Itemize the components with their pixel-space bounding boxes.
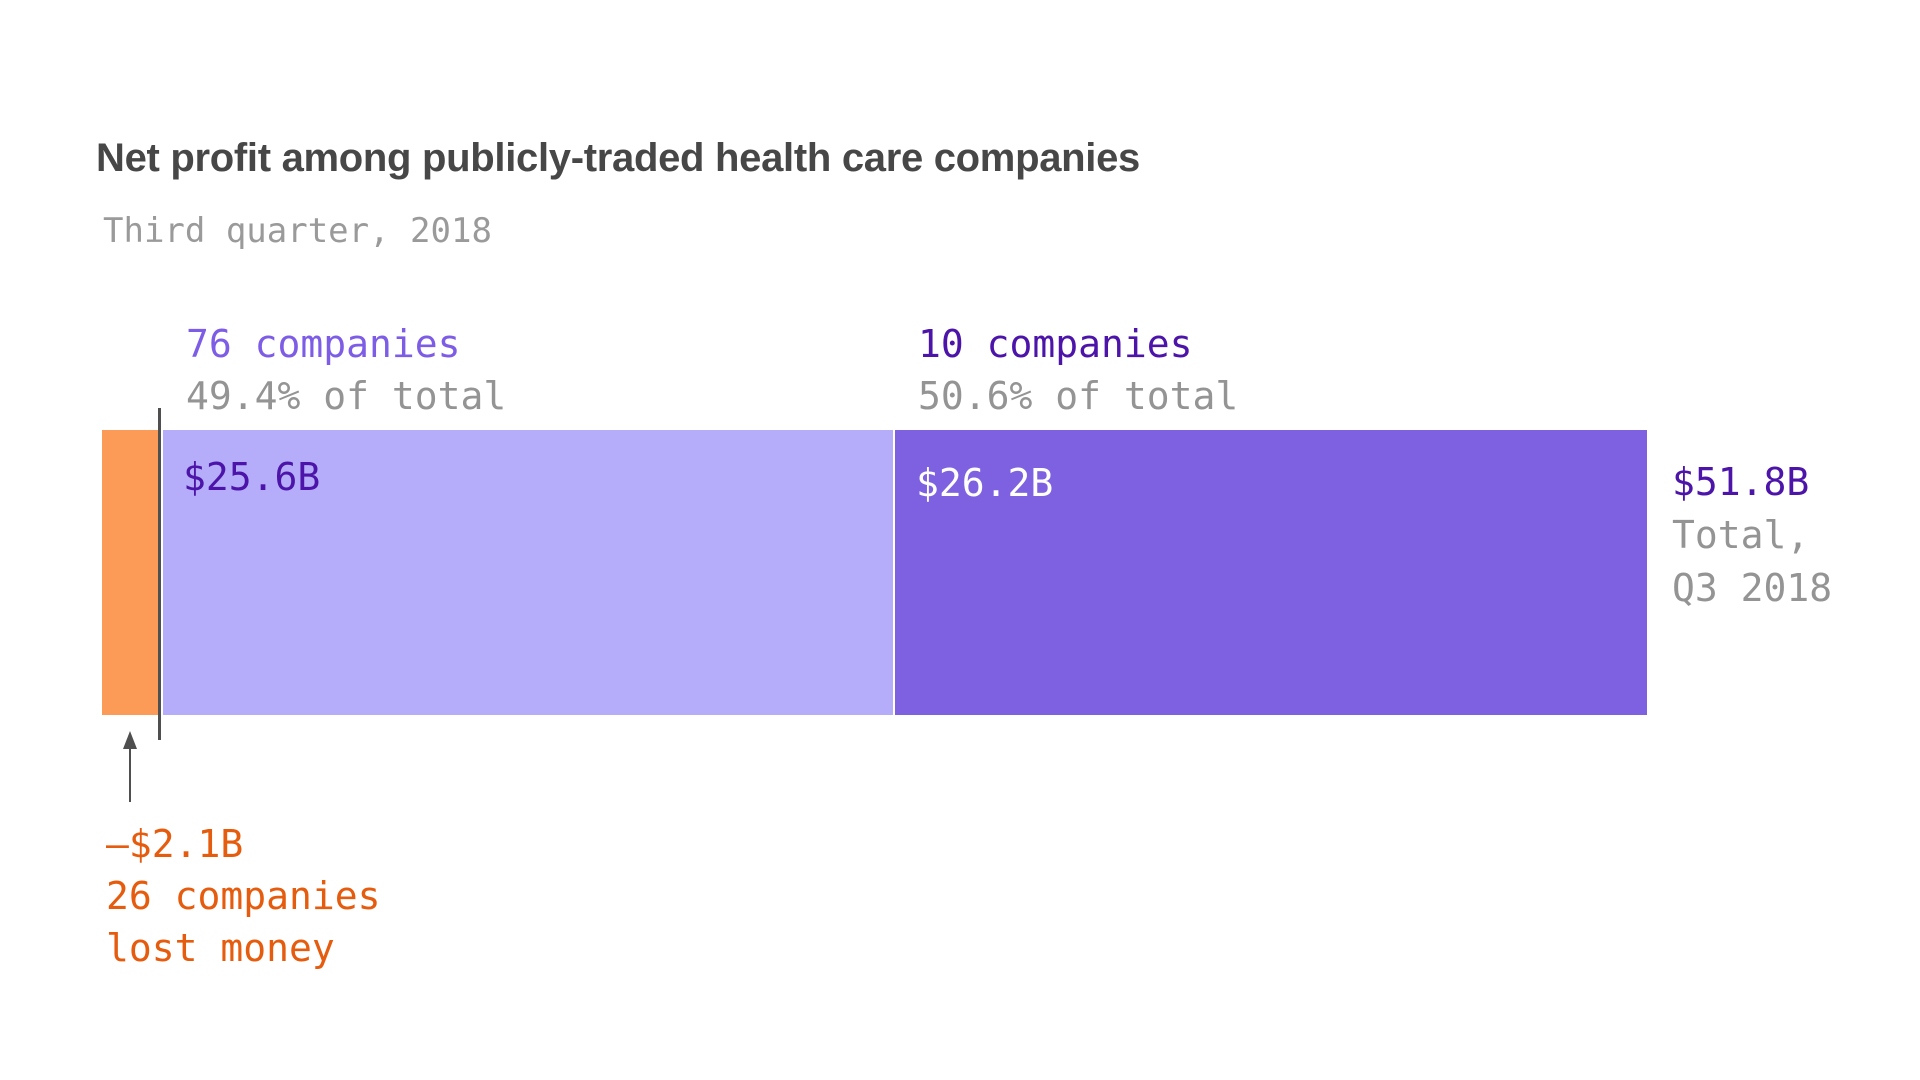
negative-value: –$2.1B [106,822,244,866]
lost-money-annotation: –$2.1B 26 companies lost money [106,818,381,974]
chart-subtitle: Third quarter, 2018 [103,211,492,251]
group-76-count: 76 companies [186,322,461,366]
group-10-count: 10 companies [918,322,1193,366]
bar-segment-lost-money [102,430,159,715]
segment-value-label-10: $26.2B [916,461,1054,505]
total-label: $51.8B Total, Q3 2018 [1672,456,1832,615]
zero-baseline-line [158,408,161,740]
bar-segment-76-companies [163,430,893,715]
segment-value-label-76: $25.6B [183,455,321,499]
bar-segment-10-companies [895,430,1647,715]
total-caption-line1: Total, [1672,513,1810,557]
negative-caption: lost money [106,926,335,970]
group-10-share: 50.6% of total [918,374,1239,418]
group-label-10-companies: 10 companies 50.6% of total [918,318,1238,422]
total-caption-line2: Q3 2018 [1672,566,1833,610]
group-label-76-companies: 76 companies 49.4% of total [186,318,506,422]
group-76-share: 49.4% of total [186,374,507,418]
stacked-bar: $25.6B $26.2B [102,430,1647,715]
chart-title: Net profit among publicly-traded health … [96,136,1140,180]
negative-count: 26 companies [106,874,381,918]
up-arrow-icon [123,731,137,802]
total-value: $51.8B [1672,460,1810,504]
